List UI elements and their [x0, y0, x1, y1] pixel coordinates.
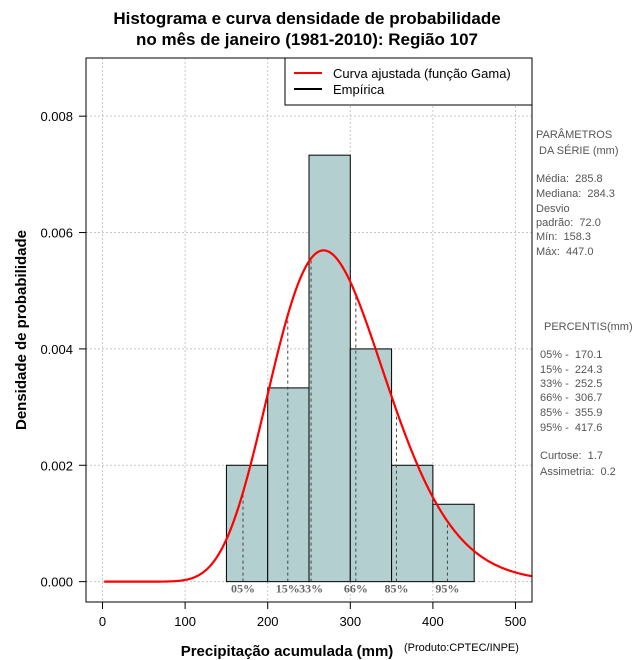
- chart-title-line2: no mês de janeiro (1981-2010): Região 10…: [136, 30, 478, 49]
- param-media: Média: 285.8: [536, 173, 603, 185]
- percentil-85: 85% - 355.9: [540, 407, 602, 419]
- x-tick-label-400: 400: [422, 614, 444, 629]
- params-title-line1: PARÂMETROS: [536, 128, 612, 141]
- params-title-line2: DA SÉRIE (mm): [536, 144, 619, 157]
- percentil-66: 66% - 306.7: [540, 392, 602, 404]
- y-tick-label-3: 0.006: [40, 226, 73, 241]
- legend-label-empirica: Empírica: [333, 82, 385, 97]
- histogram-bars: [225, 154, 475, 583]
- percentil-15: 15% - 224.3: [540, 364, 602, 376]
- axes: 0 100 200 300 400 500 0.000 0.002 0.004 0.006 0.00…: [40, 109, 526, 629]
- chart-title-line1: Histograma e curva densidade de probabil…: [113, 9, 500, 28]
- side-panel: PARÂMETROS DA SÉRIE (mm) Média: 285.8 Me…: [536, 128, 633, 478]
- legend-label-curve: Curva ajustada (função Gama): [333, 66, 511, 81]
- percentis-title: PERCENTIS(mm): [544, 321, 633, 333]
- histogram-bar-1: [267, 387, 310, 583]
- legend-box: [284, 57, 533, 106]
- y-tick-label-2: 0.004: [40, 342, 73, 357]
- x-tick-label-500: 500: [505, 614, 527, 629]
- y-tick-label-1: 0.002: [40, 458, 73, 473]
- percentil-05: 05% - 170.1: [540, 349, 602, 361]
- percentile-label-85: 85%: [384, 582, 408, 596]
- y-tick-label-4: 0.008: [40, 109, 73, 124]
- param-padrao: padrão: 72.0: [536, 217, 601, 229]
- histogram-bar-3: [349, 348, 393, 583]
- y-tick-label-0: 0.000: [40, 575, 73, 590]
- legend: Curva ajustada (função Gama) Empírica: [284, 57, 533, 106]
- param-min: Mín: 158.3: [536, 231, 591, 243]
- percentile-label-66: 66%: [344, 582, 368, 596]
- percentil-95: 95% - 417.6: [540, 422, 602, 434]
- percentile-markers: 05% 15% 33% 66% 85% 95%: [231, 258, 459, 596]
- percentile-label-15: 15%: [276, 582, 300, 596]
- histogram-bar-2: [308, 154, 351, 583]
- param-desvio: Desvio: [536, 203, 570, 215]
- percentile-label-95: 95%: [435, 582, 459, 596]
- histogram-bar-4: [391, 464, 434, 583]
- credit-label: (Produto:CPTEC/INPE): [404, 642, 519, 654]
- gamma-curve: [104, 249, 533, 583]
- x-tick-label-100: 100: [174, 614, 196, 629]
- x-tick-label-300: 300: [339, 614, 361, 629]
- y-axis-label: Densidade de probabilidade: [13, 230, 30, 430]
- x-tick-label-0: 0: [99, 614, 106, 629]
- param-max: Máx: 447.0: [536, 246, 593, 258]
- histogram-bar-5: [432, 503, 475, 583]
- x-tick-label-200: 200: [257, 614, 279, 629]
- percentil-33: 33% - 252.5: [540, 378, 602, 390]
- percentile-label-05: 05%: [231, 582, 255, 596]
- curtose: Curtose: 1.7: [540, 450, 603, 462]
- param-mediana: Mediana: 284.3: [536, 188, 615, 200]
- gamma-curve-path: [104, 249, 533, 583]
- x-axis-label: Precipitação acumulada (mm): [181, 643, 394, 660]
- assimetria: Assimetria: 0.2: [540, 466, 616, 478]
- percentile-label-33: 33%: [299, 582, 323, 596]
